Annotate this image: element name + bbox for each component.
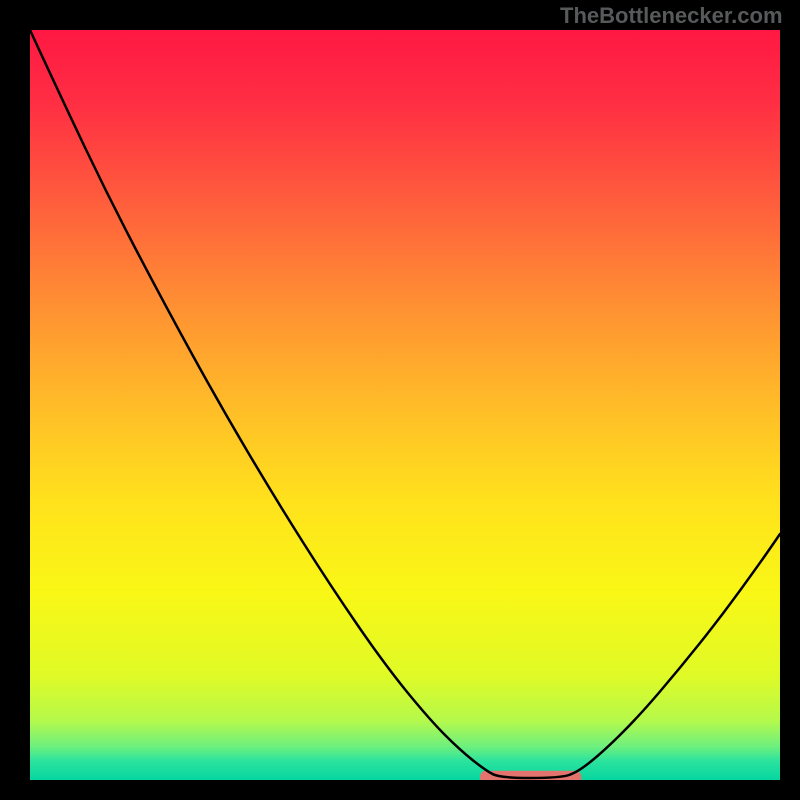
frame-border-right bbox=[780, 0, 800, 800]
plot-area bbox=[30, 30, 780, 780]
gradient-background bbox=[30, 30, 780, 780]
plot-svg bbox=[30, 30, 780, 780]
attribution-text: TheBottlenecker.com bbox=[560, 3, 783, 29]
frame-border-left bbox=[0, 0, 30, 800]
chart-stage: TheBottlenecker.com bbox=[0, 0, 800, 800]
frame-border-bottom bbox=[0, 780, 800, 800]
